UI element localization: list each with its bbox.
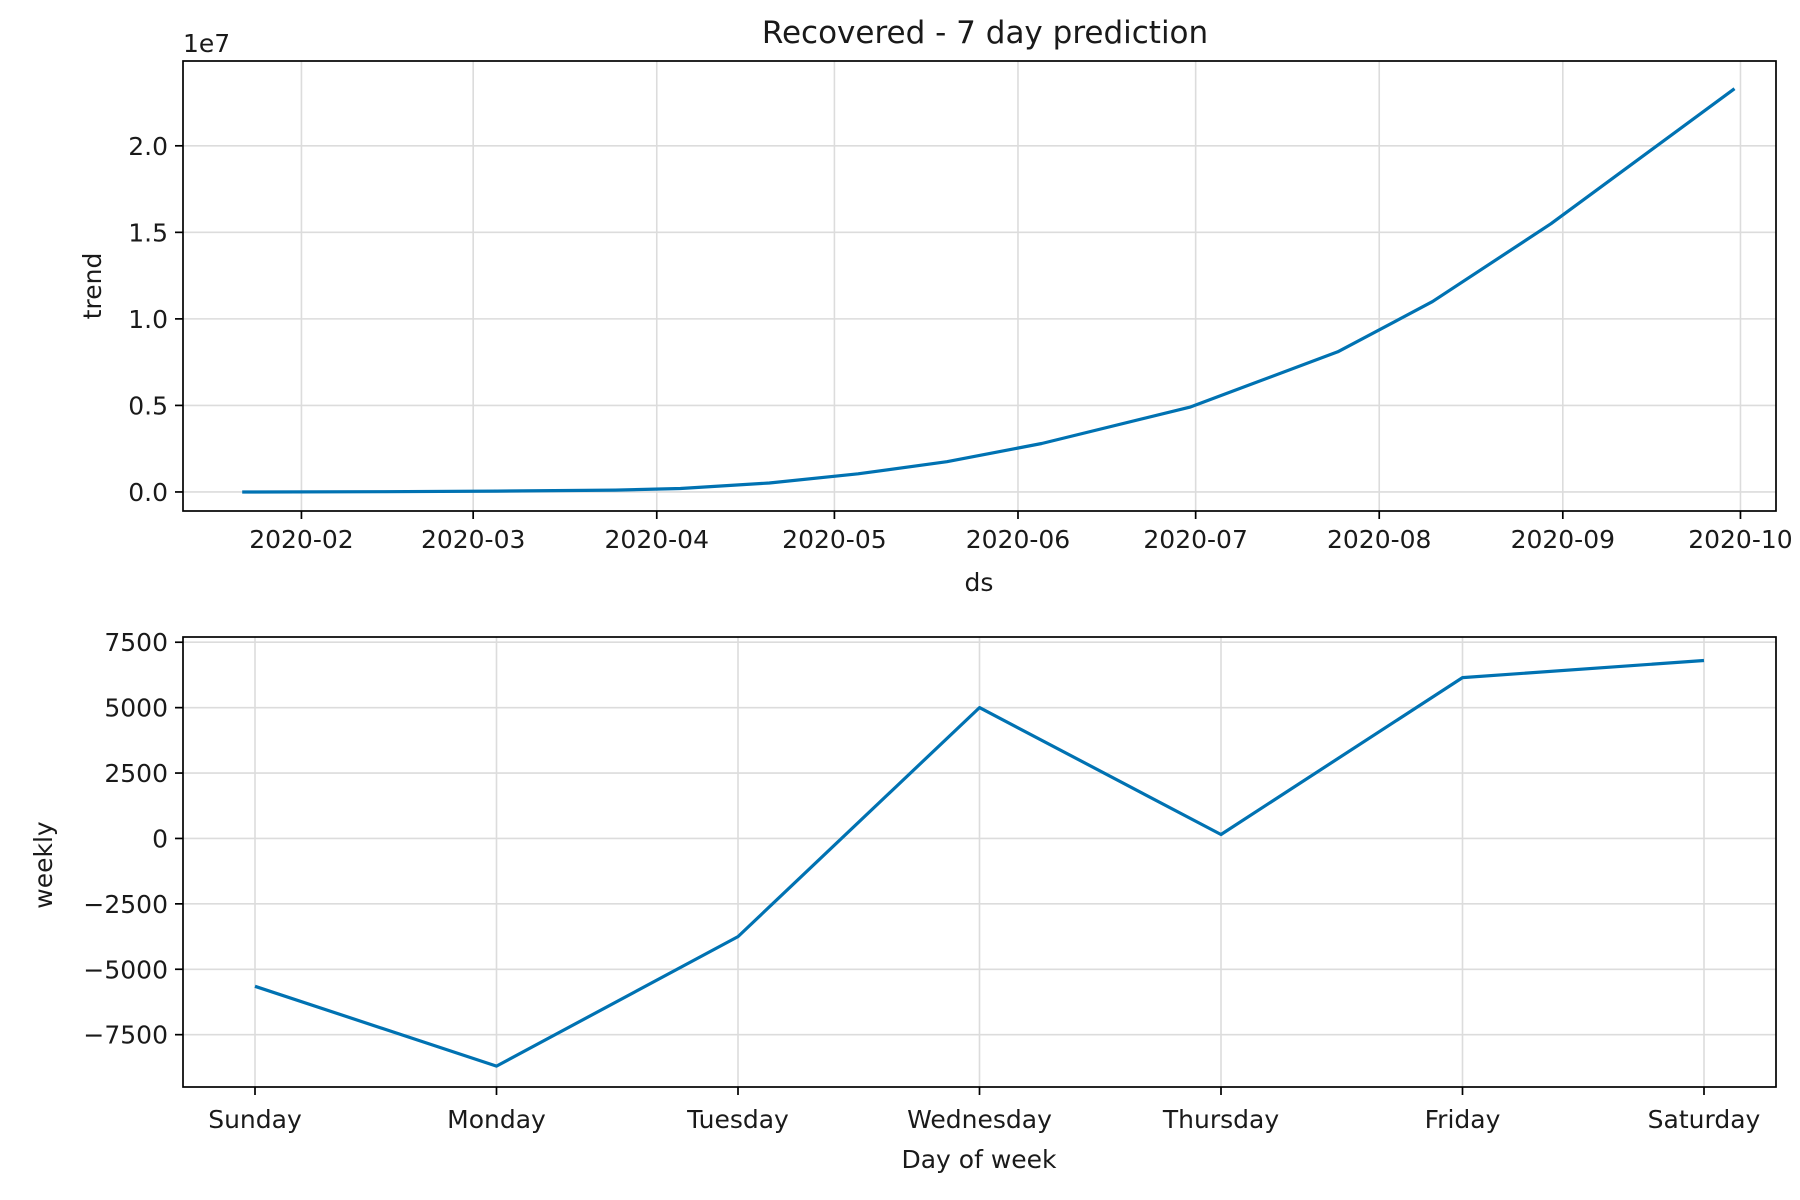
weekly-y-tick-label: 2500 (104, 759, 168, 788)
trend-y-tick-label: 2.0 (128, 132, 168, 161)
trend-axis-ticks: 2020-02 2020-03 2020-04 2020-05 2020-06 2020-… (128, 132, 1792, 554)
trend-x-tick-label: 2020-10 (1688, 525, 1792, 554)
weekly-x-tick-label: Sunday (208, 1105, 302, 1134)
weekly-x-tick-label: Tuesday (686, 1105, 789, 1134)
trend-line (242, 87, 1736, 494)
weekly-line (254, 658, 1705, 1068)
trend-x-tick-label: 2020-03 (421, 525, 525, 554)
weekly-y-tick-label: 0 (152, 824, 168, 853)
trend-x-tick-label: 2020-05 (782, 525, 886, 554)
trend-y-axis-label: trend (78, 253, 107, 320)
trend-x-tick-label: 2020-09 (1511, 525, 1615, 554)
trend-y-tick-label: 1.5 (128, 218, 168, 247)
trend-grid (183, 61, 1776, 511)
weekly-y-tick-label: −7500 (83, 1021, 168, 1050)
trend-y-tick-label: 0.0 (128, 478, 168, 507)
trend-y-tick-label: 0.5 (128, 391, 168, 420)
trend-x-axis-label: ds (965, 568, 994, 597)
trend-plot-frame (182, 60, 1777, 512)
weekly-x-tick-label: Wednesday (907, 1105, 1052, 1134)
chart-title: Recovered - 7 day prediction (762, 15, 1208, 51)
trend-x-tick-label: 2020-07 (1143, 525, 1247, 554)
weekly-y-tick-label: 5000 (104, 694, 168, 723)
weekly-x-tick-label: Friday (1425, 1105, 1501, 1134)
weekly-grid (183, 637, 1776, 1087)
weekly-y-tick-label: −5000 (83, 955, 168, 984)
trend-panel: 2020-02 2020-03 2020-04 2020-05 2020-06 2020-… (78, 29, 1793, 597)
trend-offset-label: 1e7 (183, 29, 230, 58)
trend-x-tick-label: 2020-04 (605, 525, 709, 554)
weekly-panel: Sunday Monday Tuesday Wednesday Thursday Frid… (29, 628, 1777, 1174)
weekly-y-tick-label: 7500 (104, 628, 168, 657)
weekly-y-axis-label: weekly (29, 821, 58, 909)
weekly-axis-ticks: Sunday Monday Tuesday Wednesday Thursday Frid… (83, 628, 1760, 1134)
weekly-x-axis-label: Day of week (901, 1145, 1057, 1174)
weekly-y-tick-label: −2500 (83, 890, 168, 919)
weekly-x-tick-label: Monday (447, 1105, 546, 1134)
weekly-x-tick-label: Thursday (1162, 1105, 1279, 1134)
trend-x-tick-label: 2020-08 (1327, 525, 1431, 554)
trend-x-tick-label: 2020-06 (966, 525, 1070, 554)
weekly-x-tick-label: Saturday (1648, 1105, 1761, 1134)
trend-y-tick-label: 1.0 (128, 305, 168, 334)
trend-x-tick-label: 2020-02 (249, 525, 353, 554)
weekly-series (254, 658, 1705, 1068)
trend-series (242, 87, 1736, 494)
